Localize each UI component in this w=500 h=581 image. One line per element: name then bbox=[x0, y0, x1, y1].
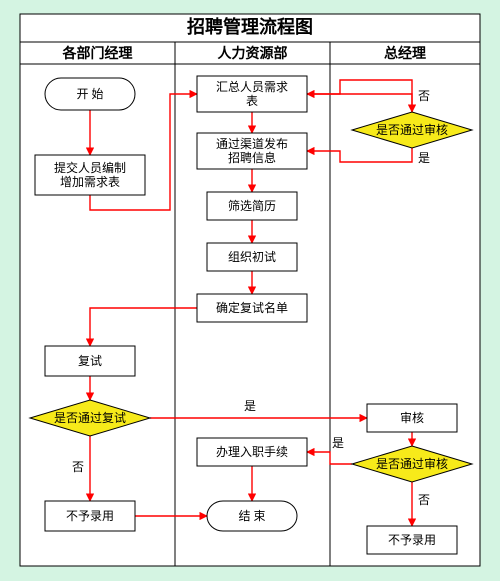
column-header: 各部门经理 bbox=[62, 45, 133, 62]
node-label: 不予录用 bbox=[388, 533, 436, 547]
node-label: 提交人员编制 bbox=[54, 160, 126, 175]
chart-title: 招聘管理流程图 bbox=[187, 16, 313, 37]
node-end: 结 束 bbox=[207, 501, 297, 531]
node-screen: 筛选简历 bbox=[207, 192, 297, 220]
node-onboard: 办理入职手续 bbox=[197, 438, 307, 466]
node-label: 通过渠道发布 bbox=[216, 136, 288, 151]
node-label: 确定复试名单 bbox=[216, 300, 288, 315]
node-label: 表 bbox=[246, 94, 258, 108]
edge-label: 是 bbox=[332, 436, 344, 450]
node-list: 确定复试名单 bbox=[197, 294, 307, 322]
node-reject1: 不予录用 bbox=[45, 501, 135, 531]
edge-label: 否 bbox=[418, 493, 430, 507]
edge-label: 是 bbox=[418, 151, 430, 165]
node-label: 复试 bbox=[78, 353, 102, 368]
column-header: 总经理 bbox=[384, 45, 426, 62]
edge-label: 是 bbox=[244, 399, 256, 413]
node-label: 是否通过审核 bbox=[376, 122, 448, 137]
node-retest: 复试 bbox=[45, 346, 135, 376]
node-collect: 汇总人员需求表 bbox=[197, 76, 307, 112]
node-label: 不予录用 bbox=[66, 509, 114, 523]
node-label: 是否通过复试 bbox=[54, 410, 126, 425]
node-label: 汇总人员需求 bbox=[216, 80, 288, 94]
node-reject2: 不予录用 bbox=[367, 526, 457, 554]
edge-label: 否 bbox=[72, 460, 84, 474]
edge-label: 否 bbox=[418, 89, 430, 103]
node-first: 组织初试 bbox=[207, 243, 297, 271]
node-review: 审核 bbox=[367, 404, 457, 432]
node-label: 组织初试 bbox=[228, 249, 276, 264]
node-label: 办理入职手续 bbox=[216, 444, 288, 459]
node-start: 开 始 bbox=[45, 78, 135, 110]
node-label: 是否通过审核 bbox=[376, 456, 448, 471]
node-label: 审核 bbox=[400, 410, 424, 425]
node-label: 筛选简历 bbox=[228, 198, 276, 213]
node-label: 招聘信息 bbox=[228, 150, 276, 165]
node-publish: 通过渠道发布招聘信息 bbox=[197, 133, 307, 169]
node-submit: 提交人员编制增加需求表 bbox=[35, 155, 145, 195]
node-label: 开 始 bbox=[76, 87, 103, 101]
column-header: 人力资源部 bbox=[218, 45, 288, 62]
node-label: 增加需求表 bbox=[60, 175, 120, 189]
node-label: 结 束 bbox=[238, 509, 265, 523]
